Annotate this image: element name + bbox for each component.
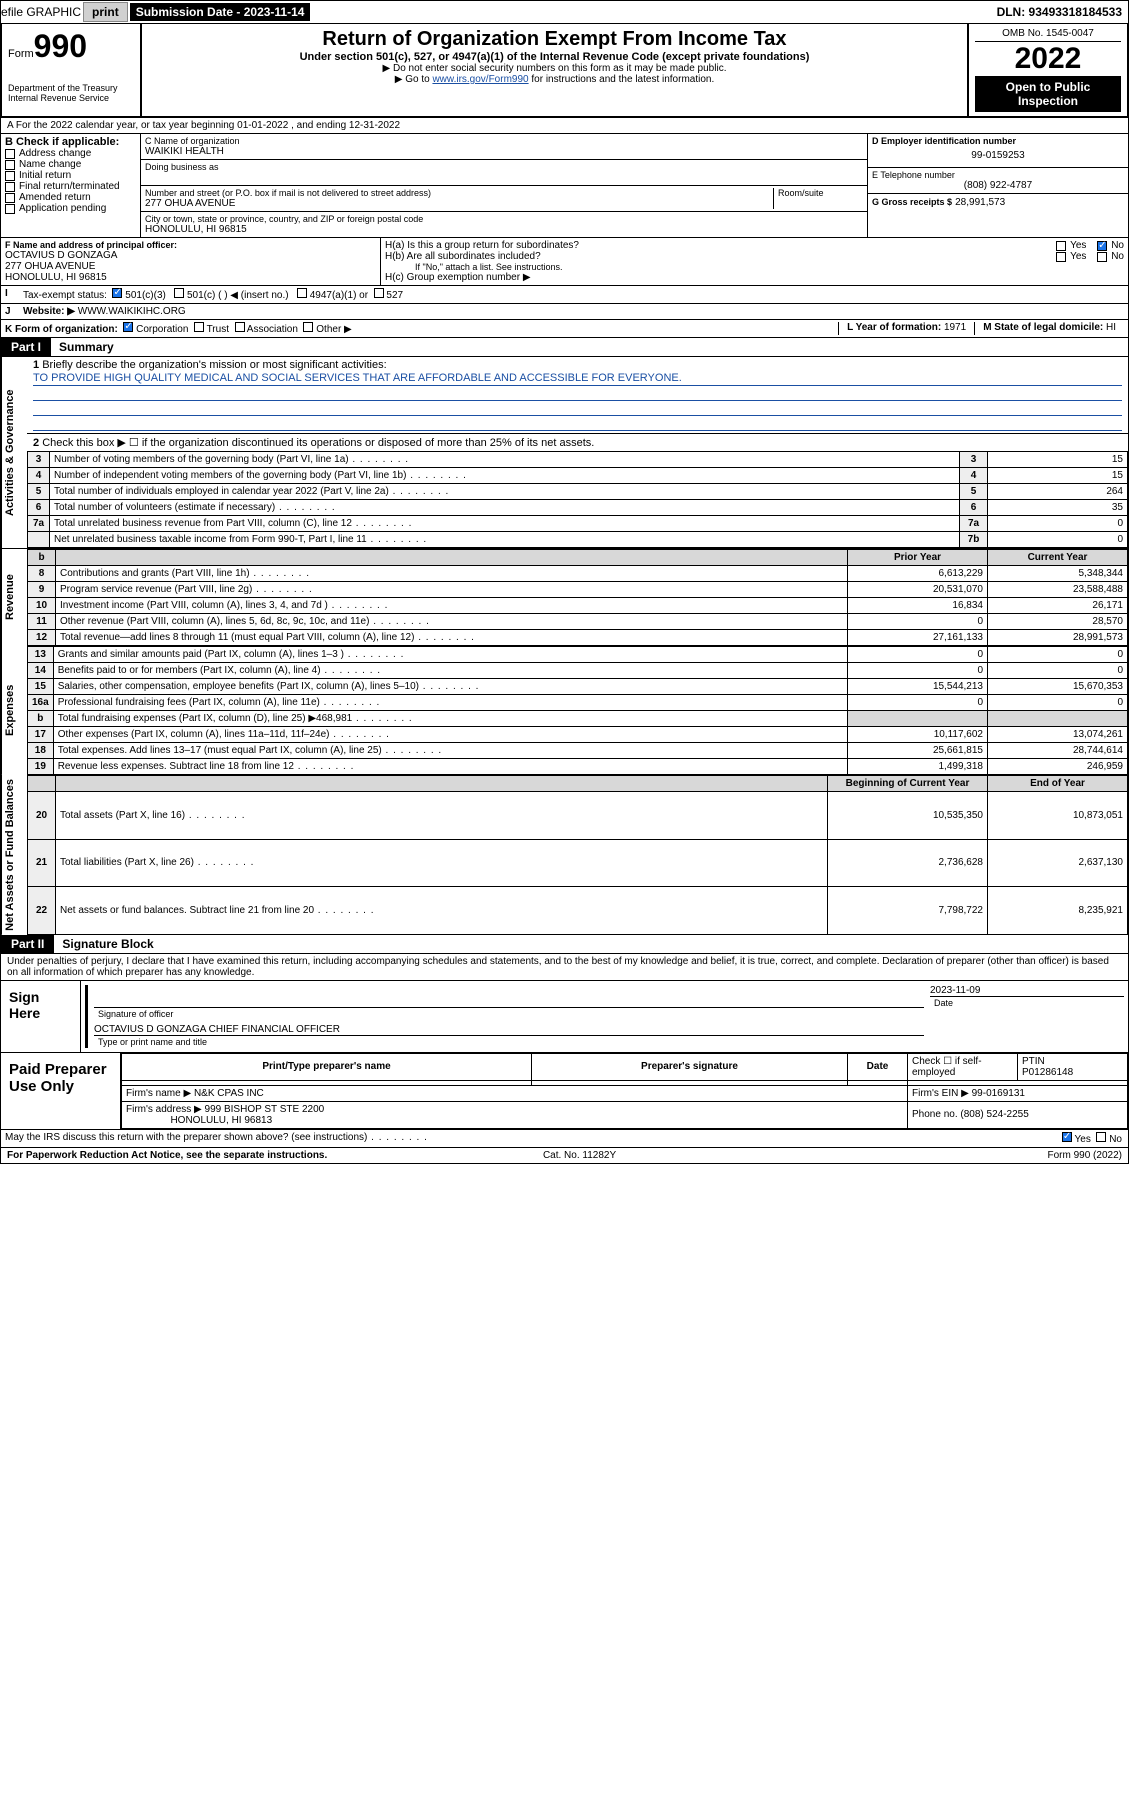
section-fh: F Name and address of principal officer:… bbox=[0, 238, 1129, 286]
telephone: (808) 922-4787 bbox=[872, 180, 1124, 191]
table-preparer: Print/Type preparer's name Preparer's si… bbox=[121, 1053, 1128, 1129]
firm-name: N&K CPAS INC bbox=[194, 1088, 264, 1099]
org-name: WAIKIKI HEALTH bbox=[145, 146, 863, 157]
sign-date: 2023-11-09 bbox=[930, 985, 1124, 996]
form-subtitle-1: Under section 501(c), 527, or 4947(a)(1)… bbox=[148, 51, 961, 63]
box-b: B Check if applicable: Address change Na… bbox=[1, 134, 141, 237]
box-c: C Name of organization WAIKIKI HEALTH Do… bbox=[141, 134, 868, 237]
box-h: H(a) Is this a group return for subordin… bbox=[381, 238, 1128, 285]
open-to-public: Open to Public Inspection bbox=[975, 76, 1121, 112]
print-button[interactable]: print bbox=[83, 2, 128, 22]
cb-hb-yes[interactable] bbox=[1056, 252, 1066, 262]
cb-501c[interactable] bbox=[174, 288, 184, 298]
ein: 99-0159253 bbox=[872, 146, 1124, 165]
cb-amended[interactable] bbox=[5, 193, 15, 203]
cb-hb-no[interactable] bbox=[1097, 252, 1107, 262]
box-deg: D Employer identification number 99-0159… bbox=[868, 134, 1128, 237]
dln: DLN: 93493318184533 bbox=[991, 3, 1128, 21]
state-domicile: HI bbox=[1106, 322, 1116, 333]
section-revenue: Revenue bPrior YearCurrent Year 8Contrib… bbox=[0, 548, 1129, 646]
org-city: HONOLULU, HI 96815 bbox=[145, 224, 863, 235]
irs-discuss-row: May the IRS discuss this return with the… bbox=[0, 1130, 1129, 1148]
cb-ha-no[interactable] bbox=[1097, 241, 1107, 251]
cb-527[interactable] bbox=[374, 288, 384, 298]
cb-discuss-no[interactable] bbox=[1096, 1132, 1106, 1142]
page-footer: For Paperwork Reduction Act Notice, see … bbox=[0, 1148, 1129, 1164]
row-a-tax-year: A For the 2022 calendar year, or tax yea… bbox=[0, 118, 1129, 134]
cb-trust[interactable] bbox=[194, 322, 204, 332]
cb-initial-return[interactable] bbox=[5, 171, 15, 181]
cb-assoc[interactable] bbox=[235, 322, 245, 332]
form-header: Form990 Department of the Treasury Inter… bbox=[0, 24, 1129, 118]
tax-year: 2022 bbox=[975, 42, 1121, 76]
box-f: F Name and address of principal officer:… bbox=[1, 238, 381, 285]
form-subtitle-3: ▶ Go to www.irs.gov/Form990 for instruct… bbox=[148, 74, 961, 85]
firm-ein: 99-0169131 bbox=[972, 1088, 1025, 1099]
form-title: Return of Organization Exempt From Incom… bbox=[148, 28, 961, 51]
cb-other[interactable] bbox=[303, 322, 313, 332]
sign-here-block: Sign Here Signature of officer OCTAVIUS … bbox=[0, 981, 1129, 1053]
dept-treasury: Department of the Treasury bbox=[8, 83, 134, 93]
table-expenses: 13Grants and similar amounts paid (Part … bbox=[27, 646, 1128, 775]
form-subtitle-2: ▶ Do not enter social security numbers o… bbox=[148, 63, 961, 74]
form-word: Form bbox=[8, 48, 34, 60]
cb-corp[interactable] bbox=[123, 322, 133, 332]
firm-addr: 999 BISHOP ST STE 2200 bbox=[205, 1104, 325, 1115]
perjury-declaration: Under penalties of perjury, I declare th… bbox=[0, 954, 1129, 981]
section-bcd: B Check if applicable: Address change Na… bbox=[0, 134, 1129, 238]
cb-final-return[interactable] bbox=[5, 182, 15, 192]
submission-date: Submission Date - 2023-11-14 bbox=[130, 3, 311, 21]
table-revenue: bPrior YearCurrent Year 8Contributions a… bbox=[27, 549, 1128, 646]
table-netassets: Beginning of Current YearEnd of Year 20T… bbox=[27, 775, 1128, 935]
ptin: P01286148 bbox=[1022, 1067, 1073, 1078]
top-bar: efile GRAPHIC print Submission Date - 20… bbox=[0, 0, 1129, 24]
cb-app-pending[interactable] bbox=[5, 204, 15, 214]
year-formation: 1971 bbox=[944, 322, 966, 333]
section-netassets: Net Assets or Fund Balances Beginning of… bbox=[0, 775, 1129, 935]
section-expenses: Expenses 13Grants and similar amounts pa… bbox=[0, 646, 1129, 775]
cb-discuss-yes[interactable] bbox=[1062, 1132, 1072, 1142]
cb-address-change[interactable] bbox=[5, 149, 15, 159]
cb-501c3[interactable] bbox=[112, 288, 122, 298]
form-number: 990 bbox=[34, 28, 87, 64]
firm-phone: (808) 524-2255 bbox=[960, 1109, 1028, 1120]
gross-receipts: 28,991,573 bbox=[955, 197, 1005, 208]
cb-4947[interactable] bbox=[297, 288, 307, 298]
cb-ha-yes[interactable] bbox=[1056, 241, 1066, 251]
form990-link[interactable]: www.irs.gov/Form990 bbox=[432, 74, 528, 85]
part1-header: Part I Summary bbox=[0, 338, 1129, 357]
omb-number: OMB No. 1545-0047 bbox=[975, 28, 1121, 42]
efile-label: efile GRAPHIC bbox=[1, 5, 81, 19]
row-i: I Tax-exempt status: 501(c)(3) 501(c) ( … bbox=[0, 286, 1129, 304]
irs-label: Internal Revenue Service bbox=[8, 93, 134, 103]
paid-preparer-block: Paid Preparer Use Only Print/Type prepar… bbox=[0, 1053, 1129, 1130]
part2-header: Part II Signature Block bbox=[0, 935, 1129, 954]
org-street: 277 OHUA AVENUE bbox=[145, 198, 773, 209]
section-activities: Activities & Governance 1 Briefly descri… bbox=[0, 357, 1129, 548]
mission-text: TO PROVIDE HIGH QUALITY MEDICAL AND SOCI… bbox=[33, 371, 1122, 386]
row-klm: K Form of organization: Corporation Trus… bbox=[0, 320, 1129, 338]
cb-name-change[interactable] bbox=[5, 160, 15, 170]
officer-name: OCTAVIUS D GONZAGA CHIEF FINANCIAL OFFIC… bbox=[94, 1024, 924, 1035]
row-j: J Website: ▶ WWW.WAIKIKIHC.ORG bbox=[0, 304, 1129, 320]
table-governance: 3Number of voting members of the governi… bbox=[27, 451, 1128, 548]
website: WWW.WAIKIKIHC.ORG bbox=[78, 306, 186, 317]
